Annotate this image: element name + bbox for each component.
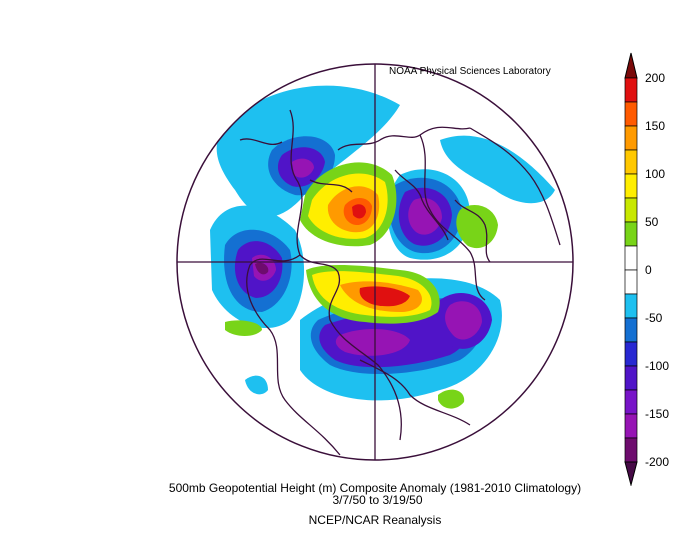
colorbar-segment [624, 365, 638, 391]
colorbar-segment [624, 293, 638, 319]
colorbar-tick-label: 50 [645, 215, 659, 229]
colorbar-segment [624, 389, 638, 415]
coastlines [239, 109, 561, 456]
anomaly-field [210, 85, 555, 409]
colorbar-segment [624, 269, 638, 295]
colorbar-segment [624, 77, 638, 103]
colorbar-segment [624, 197, 638, 223]
colorbar-segment [624, 413, 638, 439]
colorbar-tick-label: -100 [645, 359, 670, 373]
colorbar-tick-label: -50 [645, 311, 663, 325]
caption-source: NCEP/NCAR Reanalysis [308, 513, 442, 527]
colorbar-bottom-arrow [624, 461, 638, 486]
colorbar-segment [624, 149, 638, 175]
colorbar-segment [624, 125, 638, 151]
colorbar-tick-label: -200 [645, 455, 670, 469]
colorbar-tick-label: 150 [645, 119, 666, 133]
colorbar-tick-label: 100 [645, 167, 666, 181]
colorbar-segment [624, 317, 638, 343]
colorbar [624, 52, 638, 486]
credit-label: NOAA Physical Sciences Laboratory [389, 66, 551, 77]
map-border [176, 63, 574, 461]
colorbar-segment [624, 221, 638, 247]
colorbar-tick-label: -150 [645, 407, 670, 421]
colorbar-tick-label: 200 [645, 71, 666, 85]
caption-date-range: 3/7/50 to 3/19/50 [332, 493, 423, 507]
caption-title: 500mb Geopotential Height (m) Composite … [168, 481, 582, 495]
colorbar-top-arrow [624, 52, 638, 79]
colorbar-segment [624, 437, 638, 463]
colorbar-segment [624, 341, 638, 367]
colorbar-segment [624, 173, 638, 199]
colorbar-segment [624, 101, 638, 127]
colorbar-tick-label: 0 [645, 263, 652, 277]
colorbar-segment [624, 245, 638, 271]
